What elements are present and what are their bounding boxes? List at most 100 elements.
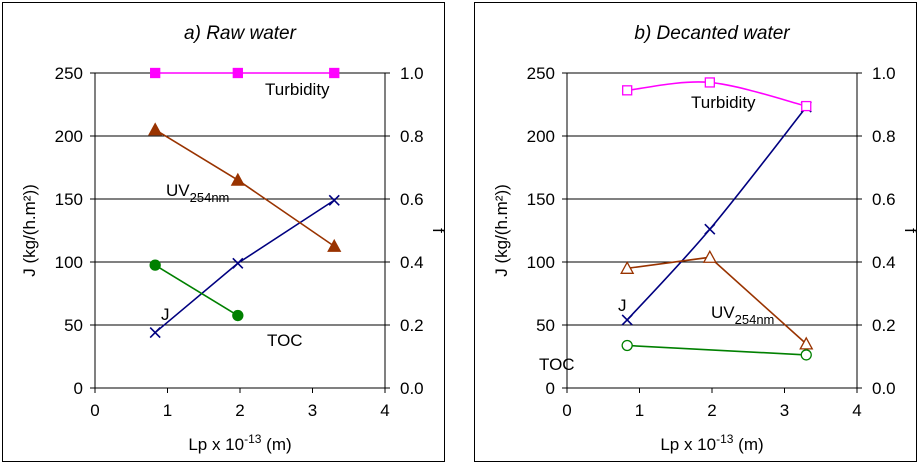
data-point-uv254nm [230, 172, 245, 186]
series-line-j [154, 199, 335, 334]
y2-tick-label: 0.4 [400, 253, 424, 272]
x-axis-label-sup: -13 [716, 432, 734, 446]
annotation-label: UV254nm [711, 303, 774, 327]
annotation-label: TOC [539, 355, 575, 374]
data-point-turbidity [329, 67, 340, 79]
x-axis-label-sup: -13 [244, 432, 262, 446]
series-uv254nm [620, 249, 814, 350]
y2-tick-label: 0.2 [400, 316, 424, 335]
x-tick-label: 1 [163, 401, 172, 420]
y-tick-label: 250 [527, 64, 555, 83]
series-j [621, 101, 812, 326]
data-point-uv254nm [620, 260, 635, 274]
chart-decanted-water: b) Decanted water 0 50 100 150 200 250 0.0 0.2 0.… [492, 23, 918, 454]
data-point-toc [149, 259, 161, 271]
chart-panel-raw-water: a) Raw water 0 50 100 150 200 250 0.0 0.2 0.4 0.6 0… [2, 2, 448, 462]
annotation-label: J [161, 305, 170, 324]
x-tick-label: 1 [635, 401, 644, 420]
y2-axis-label: f [901, 228, 918, 233]
annotation-text: Turbidity [265, 80, 330, 99]
x-axis-label-tail: (m) [733, 435, 763, 454]
y2-axis-label: f [429, 228, 448, 233]
y2-tick-label: 0.0 [400, 379, 424, 398]
annotation-text: J [161, 305, 170, 324]
data-point-toc [800, 349, 812, 361]
data-point-toc [232, 309, 244, 322]
data-point-toc [621, 339, 633, 352]
data-point-turbidity [150, 67, 161, 79]
x-tick-label: 4 [852, 401, 861, 420]
x-tick-label: 3 [308, 401, 317, 420]
y2-tick-label: 0.2 [872, 316, 896, 335]
chart-raw-water: a) Raw water 0 50 100 150 200 250 0.0 0.2 0.4 0.6 0… [20, 23, 448, 454]
annotation-subscript: 254nm [735, 312, 775, 327]
data-point-turbidity [801, 100, 812, 112]
annotation-text: Turbidity [691, 93, 756, 112]
series-toc [149, 259, 244, 322]
chart-title: b) Decanted water [634, 23, 790, 44]
series-turbidity [150, 67, 340, 79]
x-axis-label-main: Lp x 10 [188, 435, 244, 454]
y-tick-label: 150 [527, 190, 555, 209]
x-tick-label: 2 [707, 401, 716, 420]
y-tick-label: 50 [536, 316, 555, 335]
annotation-label: J [618, 296, 627, 315]
y2-tick-label: 0.6 [400, 190, 424, 209]
data-point-uv254nm [702, 249, 717, 263]
annotation-text: TOC [267, 331, 303, 350]
y-tick-label: 150 [55, 190, 83, 209]
data-point-uv254nm [799, 336, 814, 350]
data-point-j [328, 194, 340, 206]
x-axis-label: Lp x 10-13 (m) [188, 432, 291, 454]
data-point-turbidity [622, 85, 633, 96]
y-tick-label: 0 [74, 379, 83, 398]
x-tick-label: 0 [562, 401, 571, 420]
y2-tick-label: 1.0 [872, 64, 896, 83]
data-point-uv254nm [148, 122, 163, 136]
data-point-turbidity [232, 67, 243, 79]
series-line-toc [154, 264, 239, 317]
data-point-j [704, 223, 716, 235]
y2-tick-label: 0.8 [872, 127, 896, 146]
x-tick-label: 4 [380, 401, 389, 420]
data-point-j [149, 326, 161, 339]
y-tick-label: 250 [55, 64, 83, 83]
data-point-turbidity [704, 77, 715, 88]
annotation-text: TOC [539, 355, 575, 374]
data-point-uv254nm [327, 238, 342, 252]
annotation-subscript: 254nm [190, 190, 230, 205]
y-tick-label: 200 [527, 127, 555, 146]
y-tick-label: 50 [64, 316, 83, 335]
y-tick-label: 0 [546, 379, 555, 398]
x-axis-label-tail: (m) [261, 435, 291, 454]
annotation-label: UV254nm [166, 181, 229, 205]
data-point-j [232, 257, 244, 269]
annotation-label: Turbidity [691, 93, 756, 112]
annotation-text: UV [711, 303, 735, 322]
series-line-j [626, 106, 807, 321]
series-line-toc [627, 344, 807, 356]
series-uv254nm [148, 122, 342, 252]
y-tick-label: 100 [527, 253, 555, 272]
series-turbidity [622, 77, 812, 112]
x-axis-label-main: Lp x 10 [660, 435, 716, 454]
x-tick-label: 0 [90, 401, 99, 420]
series-toc [621, 339, 812, 361]
x-axis-label: Lp x 10-13 (m) [660, 432, 763, 454]
annotation-label: TOC [267, 331, 303, 350]
series-j [149, 194, 340, 339]
x-tick-label: 2 [235, 401, 244, 420]
y-axis-label: J (kg/(h.m²)) [492, 184, 511, 277]
annotation-label: Turbidity [265, 80, 330, 99]
series-line-uv254nm [627, 256, 807, 345]
y2-tick-label: 0.0 [872, 379, 896, 398]
x-tick-label: 3 [780, 401, 789, 420]
y-tick-label: 100 [55, 253, 83, 272]
chart-panel-decanted-water: b) Decanted water 0 50 100 150 200 250 0.0 0.2 0.… [474, 2, 918, 462]
y-axis-label: J (kg/(h.m²)) [20, 184, 39, 277]
y2-tick-label: 0.6 [872, 190, 896, 209]
annotation-text: UV [166, 181, 190, 200]
annotation-text: J [618, 296, 627, 315]
y-tick-label: 200 [55, 127, 83, 146]
y2-tick-label: 0.8 [400, 127, 424, 146]
